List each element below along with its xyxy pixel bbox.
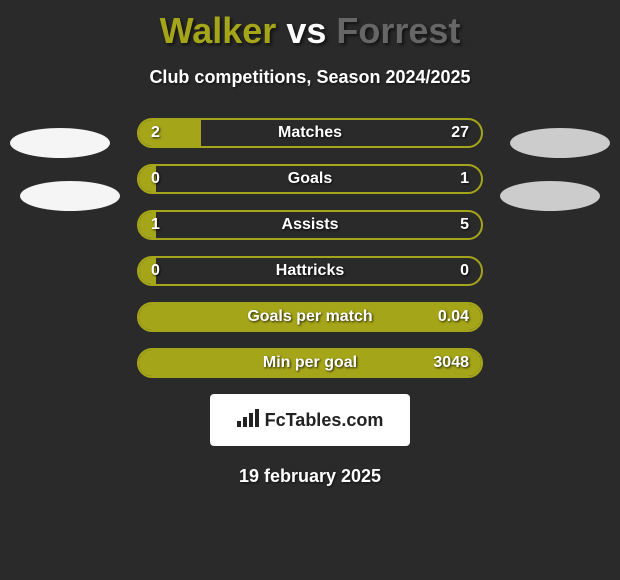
comparison-area: 2 Matches 27 0 Goals 1 1 Assists 5 bbox=[0, 118, 620, 378]
stats-bars-container: 2 Matches 27 0 Goals 1 1 Assists 5 bbox=[137, 118, 483, 378]
stat-row-goals-per-match: Goals per match 0.04 bbox=[137, 302, 483, 332]
stat-label: Min per goal bbox=[263, 354, 357, 372]
stat-value-right: 0.04 bbox=[438, 308, 469, 326]
date-text: 19 february 2025 bbox=[0, 466, 620, 487]
player2-name: Forrest bbox=[336, 10, 460, 51]
player1-name: Walker bbox=[160, 10, 277, 51]
stat-row-min-per-goal: Min per goal 3048 bbox=[137, 348, 483, 378]
stat-row-goals: 0 Goals 1 bbox=[137, 164, 483, 194]
vs-text: vs bbox=[286, 10, 326, 51]
stat-value-left: 1 bbox=[151, 216, 160, 234]
stat-row-hattricks: 0 Hattricks 0 bbox=[137, 256, 483, 286]
stat-value-right: 1 bbox=[460, 170, 469, 188]
logo-text: FcTables.com bbox=[265, 410, 384, 431]
player1-badge-bottom bbox=[20, 181, 120, 211]
stat-label: Hattricks bbox=[276, 262, 344, 280]
stat-row-assists: 1 Assists 5 bbox=[137, 210, 483, 240]
stat-label: Matches bbox=[278, 124, 342, 142]
stat-label: Goals per match bbox=[247, 308, 372, 326]
stat-value-right: 0 bbox=[460, 262, 469, 280]
stat-label: Assists bbox=[282, 216, 339, 234]
comparison-title: Walker vs Forrest bbox=[0, 10, 620, 52]
player1-badge-top bbox=[10, 128, 110, 158]
chart-icon bbox=[237, 409, 259, 432]
stat-label: Goals bbox=[288, 170, 332, 188]
stat-value-right: 27 bbox=[451, 124, 469, 142]
stat-value-left: 0 bbox=[151, 170, 160, 188]
stat-fill-left bbox=[139, 120, 201, 146]
stat-row-matches: 2 Matches 27 bbox=[137, 118, 483, 148]
stat-value-right: 5 bbox=[460, 216, 469, 234]
stat-value-left: 2 bbox=[151, 124, 160, 142]
stat-value-left: 0 bbox=[151, 262, 160, 280]
player2-badge-bottom bbox=[500, 181, 600, 211]
stat-value-right: 3048 bbox=[433, 354, 469, 372]
main-container: Walker vs Forrest Club competitions, Sea… bbox=[0, 0, 620, 497]
player2-badge-top bbox=[510, 128, 610, 158]
logo-box: FcTables.com bbox=[210, 394, 410, 446]
subtitle-text: Club competitions, Season 2024/2025 bbox=[0, 67, 620, 88]
